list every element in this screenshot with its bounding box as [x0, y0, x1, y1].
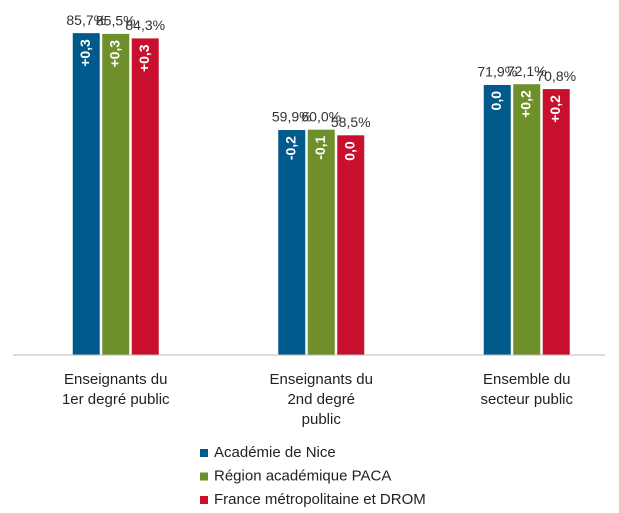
- delta-label: 0,0: [488, 91, 504, 111]
- bar: [278, 130, 306, 355]
- delta-label: +0,3: [77, 39, 93, 67]
- bar: [337, 135, 365, 355]
- delta-label: +0,2: [517, 90, 533, 118]
- x-tick-label: Enseignants du 2nd degré public: [269, 371, 373, 428]
- bar: [483, 84, 511, 355]
- value-label: 58,5%: [331, 114, 371, 130]
- bar: [102, 33, 130, 356]
- x-tick-label: Ensemble du secteur public: [480, 371, 574, 408]
- legend-swatch: [200, 472, 208, 481]
- bar: [72, 33, 100, 355]
- bar: [542, 89, 570, 356]
- value-label: 85,7%: [66, 12, 106, 28]
- value-label: 70,8%: [536, 68, 576, 84]
- bar: [513, 84, 541, 356]
- delta-label: +0,3: [106, 40, 122, 68]
- legend-label: Académie de Nice: [214, 444, 336, 461]
- value-label: 72,1%: [507, 63, 547, 79]
- value-label: 60,0%: [301, 108, 341, 124]
- value-label: 71,9%: [477, 64, 517, 80]
- x-tick-label: Enseignants du 1er degré public: [61, 371, 170, 408]
- delta-label: -0,1: [312, 135, 328, 159]
- value-label: 59,9%: [272, 109, 312, 125]
- legend-swatch: [200, 449, 208, 457]
- delta-label: +0,2: [547, 95, 563, 123]
- delta-label: -0,2: [282, 136, 298, 160]
- legend-label: France métropolitaine et DROM: [214, 491, 426, 508]
- legend-swatch: [200, 496, 208, 504]
- delta-label: 0,0: [341, 141, 357, 161]
- value-label: 85,5%: [96, 13, 136, 29]
- delta-label: +0,3: [136, 44, 152, 72]
- bar: [131, 38, 159, 355]
- bar: [307, 129, 335, 355]
- value-label: 84,3%: [125, 17, 165, 33]
- legend-label: Région académique PACA: [214, 467, 391, 484]
